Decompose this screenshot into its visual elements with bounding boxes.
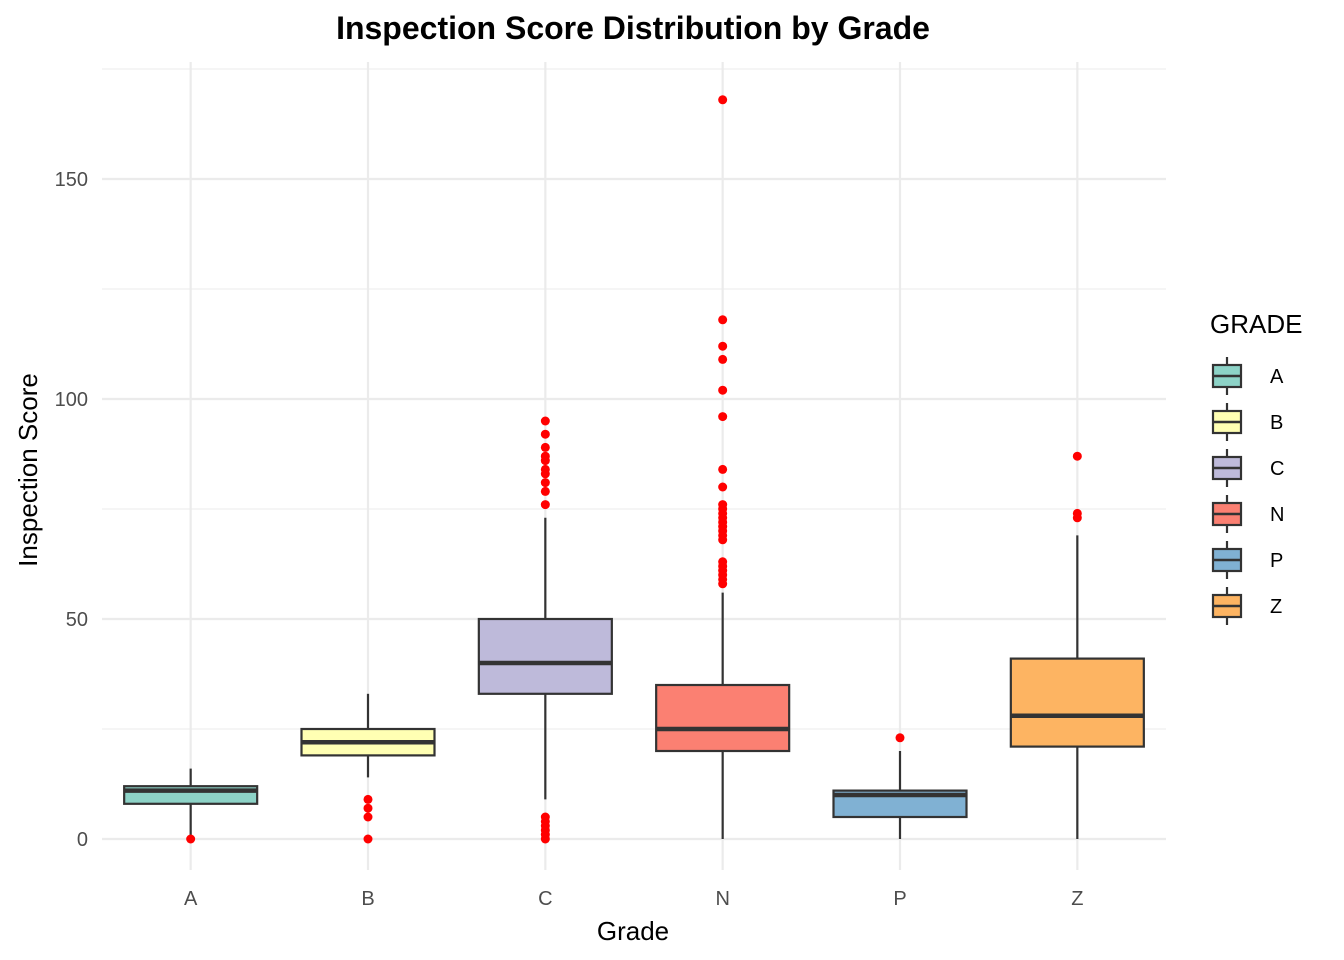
y-tick-label: 100 xyxy=(55,389,88,411)
outlier-point xyxy=(186,834,196,844)
y-tick-label: 0 xyxy=(77,829,88,851)
legend-title: GRADE xyxy=(1210,309,1302,339)
legend: GRADE A B C N P Z xyxy=(1210,309,1302,625)
legend-label: Z xyxy=(1270,596,1282,618)
y-axis-title: Inspection Score xyxy=(13,373,43,567)
x-tick-label: A xyxy=(184,888,198,910)
legend-item-P: P xyxy=(1211,541,1283,579)
grid-lines xyxy=(102,62,1166,870)
outlier-point xyxy=(540,451,550,461)
outlier-point xyxy=(363,803,373,813)
box-group-P xyxy=(832,733,968,839)
x-tick-label: Z xyxy=(1071,888,1083,910)
x-tick-label: B xyxy=(361,888,374,910)
outlier-point xyxy=(718,385,728,395)
outlier-point xyxy=(363,812,373,822)
outlier-point xyxy=(540,500,550,510)
legend-label: C xyxy=(1270,458,1284,480)
legend-item-Z: Z xyxy=(1211,587,1282,625)
legend-item-N: N xyxy=(1211,495,1284,533)
y-tick-label: 50 xyxy=(66,609,88,631)
outlier-point xyxy=(540,478,550,488)
outlier-point xyxy=(363,794,373,804)
box-group-A xyxy=(123,768,259,844)
legend-label: N xyxy=(1270,504,1284,526)
outlier-point xyxy=(540,429,550,439)
outlier-point xyxy=(540,812,550,822)
x-tick-label: N xyxy=(715,888,729,910)
outlier-point xyxy=(718,95,728,105)
box-group-N xyxy=(655,95,791,839)
y-tick-labels: 0 50 100 150 xyxy=(55,169,88,851)
legend-label: P xyxy=(1270,550,1283,572)
outlier-point xyxy=(363,834,373,844)
chart-title: Inspection Score Distribution by Grade xyxy=(336,10,930,46)
x-axis-title: Grade xyxy=(597,916,669,946)
outlier-point xyxy=(718,482,728,492)
legend-item-B: B xyxy=(1211,403,1283,441)
box xyxy=(1009,657,1145,748)
boxes xyxy=(123,95,1145,844)
outlier-point xyxy=(718,500,728,510)
legend-item-C: C xyxy=(1211,449,1284,487)
outlier-point xyxy=(895,733,905,743)
box-group-B xyxy=(300,693,436,844)
outlier-point xyxy=(540,486,550,496)
outlier-point xyxy=(540,464,550,474)
y-tick-label: 150 xyxy=(55,169,88,191)
outlier-point xyxy=(1072,508,1082,518)
box xyxy=(655,683,791,753)
outlier-point xyxy=(1072,451,1082,461)
box-group-C xyxy=(477,416,613,844)
legend-item-A: A xyxy=(1211,357,1284,395)
outlier-point xyxy=(540,442,550,452)
outlier-point xyxy=(718,464,728,474)
outlier-point xyxy=(718,412,728,422)
outlier-point xyxy=(540,416,550,426)
legend-label: A xyxy=(1270,366,1284,388)
x-tick-label: C xyxy=(538,888,552,910)
outlier-point xyxy=(718,354,728,364)
outlier-point xyxy=(718,341,728,351)
box-group-Z xyxy=(1009,451,1145,839)
outlier-point xyxy=(718,557,728,567)
box xyxy=(477,617,613,695)
legend-label: B xyxy=(1270,412,1283,434)
outlier-point xyxy=(718,315,728,325)
x-tick-label: P xyxy=(893,888,906,910)
